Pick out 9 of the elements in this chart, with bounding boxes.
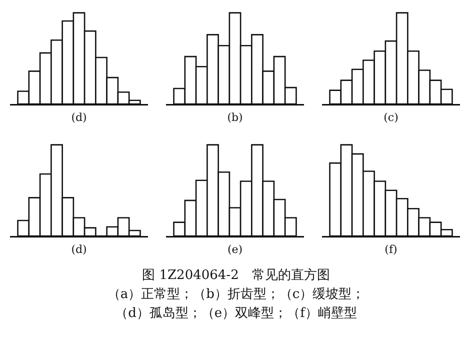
x-axis-title: (b) — [227, 110, 243, 124]
x-axis-title: (d) — [71, 110, 87, 124]
x-axis-title: (f) — [384, 242, 398, 256]
caption: 图 1Z204064-2 常见的直方图 — [141, 267, 331, 285]
x-axis-title: (e) — [227, 242, 243, 256]
text: （d）孤岛型；（e）双峰型；（f）峭壁型 — [114, 305, 358, 323]
x-axis-title: (d) — [71, 242, 87, 256]
x-axis-title: (c) — [384, 110, 398, 124]
text: （a）正常型；（b）折齿型；（c）缓坡型； — [106, 286, 366, 304]
